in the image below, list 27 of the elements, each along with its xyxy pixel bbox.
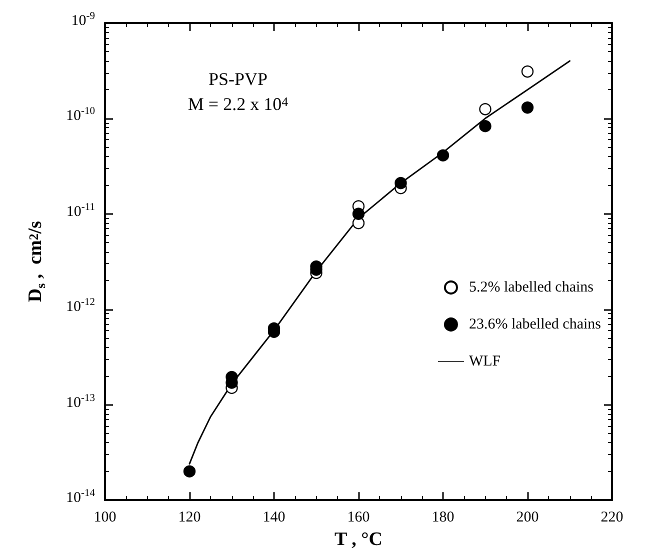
y-tick-label: 10$^{-9}$ — [71, 11, 95, 31]
point — [183, 465, 196, 478]
x-tick-label: 180 — [432, 510, 454, 526]
point — [521, 101, 534, 114]
x-tick-label: 140 — [262, 510, 286, 526]
point — [479, 103, 492, 116]
x-tick-label: 120 — [178, 510, 201, 526]
x-tick-label: 160 — [347, 510, 370, 526]
y-tick-label: 10$^{-13}$ — [66, 392, 95, 413]
point — [352, 208, 365, 220]
legend-label: 5.2% labelled chains — [468, 280, 594, 296]
annotation: PS-PVP — [208, 69, 268, 89]
x-tick-label: 220 — [600, 510, 624, 526]
point — [436, 149, 450, 162]
x-tick-label: 100 — [94, 510, 116, 526]
point — [479, 120, 492, 132]
x-tick-label: 200 — [516, 510, 539, 526]
legend-label: 23.6% labelled chains — [468, 316, 602, 332]
point — [521, 65, 534, 78]
x-axis-title: T , °C — [334, 529, 382, 550]
legend-label: WLF — [468, 354, 501, 370]
y-tick-label: 10$^{-12}$ — [66, 297, 95, 318]
y-tick-label: 10$^{-10}$ — [66, 106, 95, 126]
point — [394, 176, 407, 190]
y-axis-title: Ds , cm2/s — [25, 220, 48, 302]
y-tick-label: 10$^{-14}$ — [66, 488, 95, 508]
y-tick-label: 10$^{-11}$ — [66, 202, 95, 222]
